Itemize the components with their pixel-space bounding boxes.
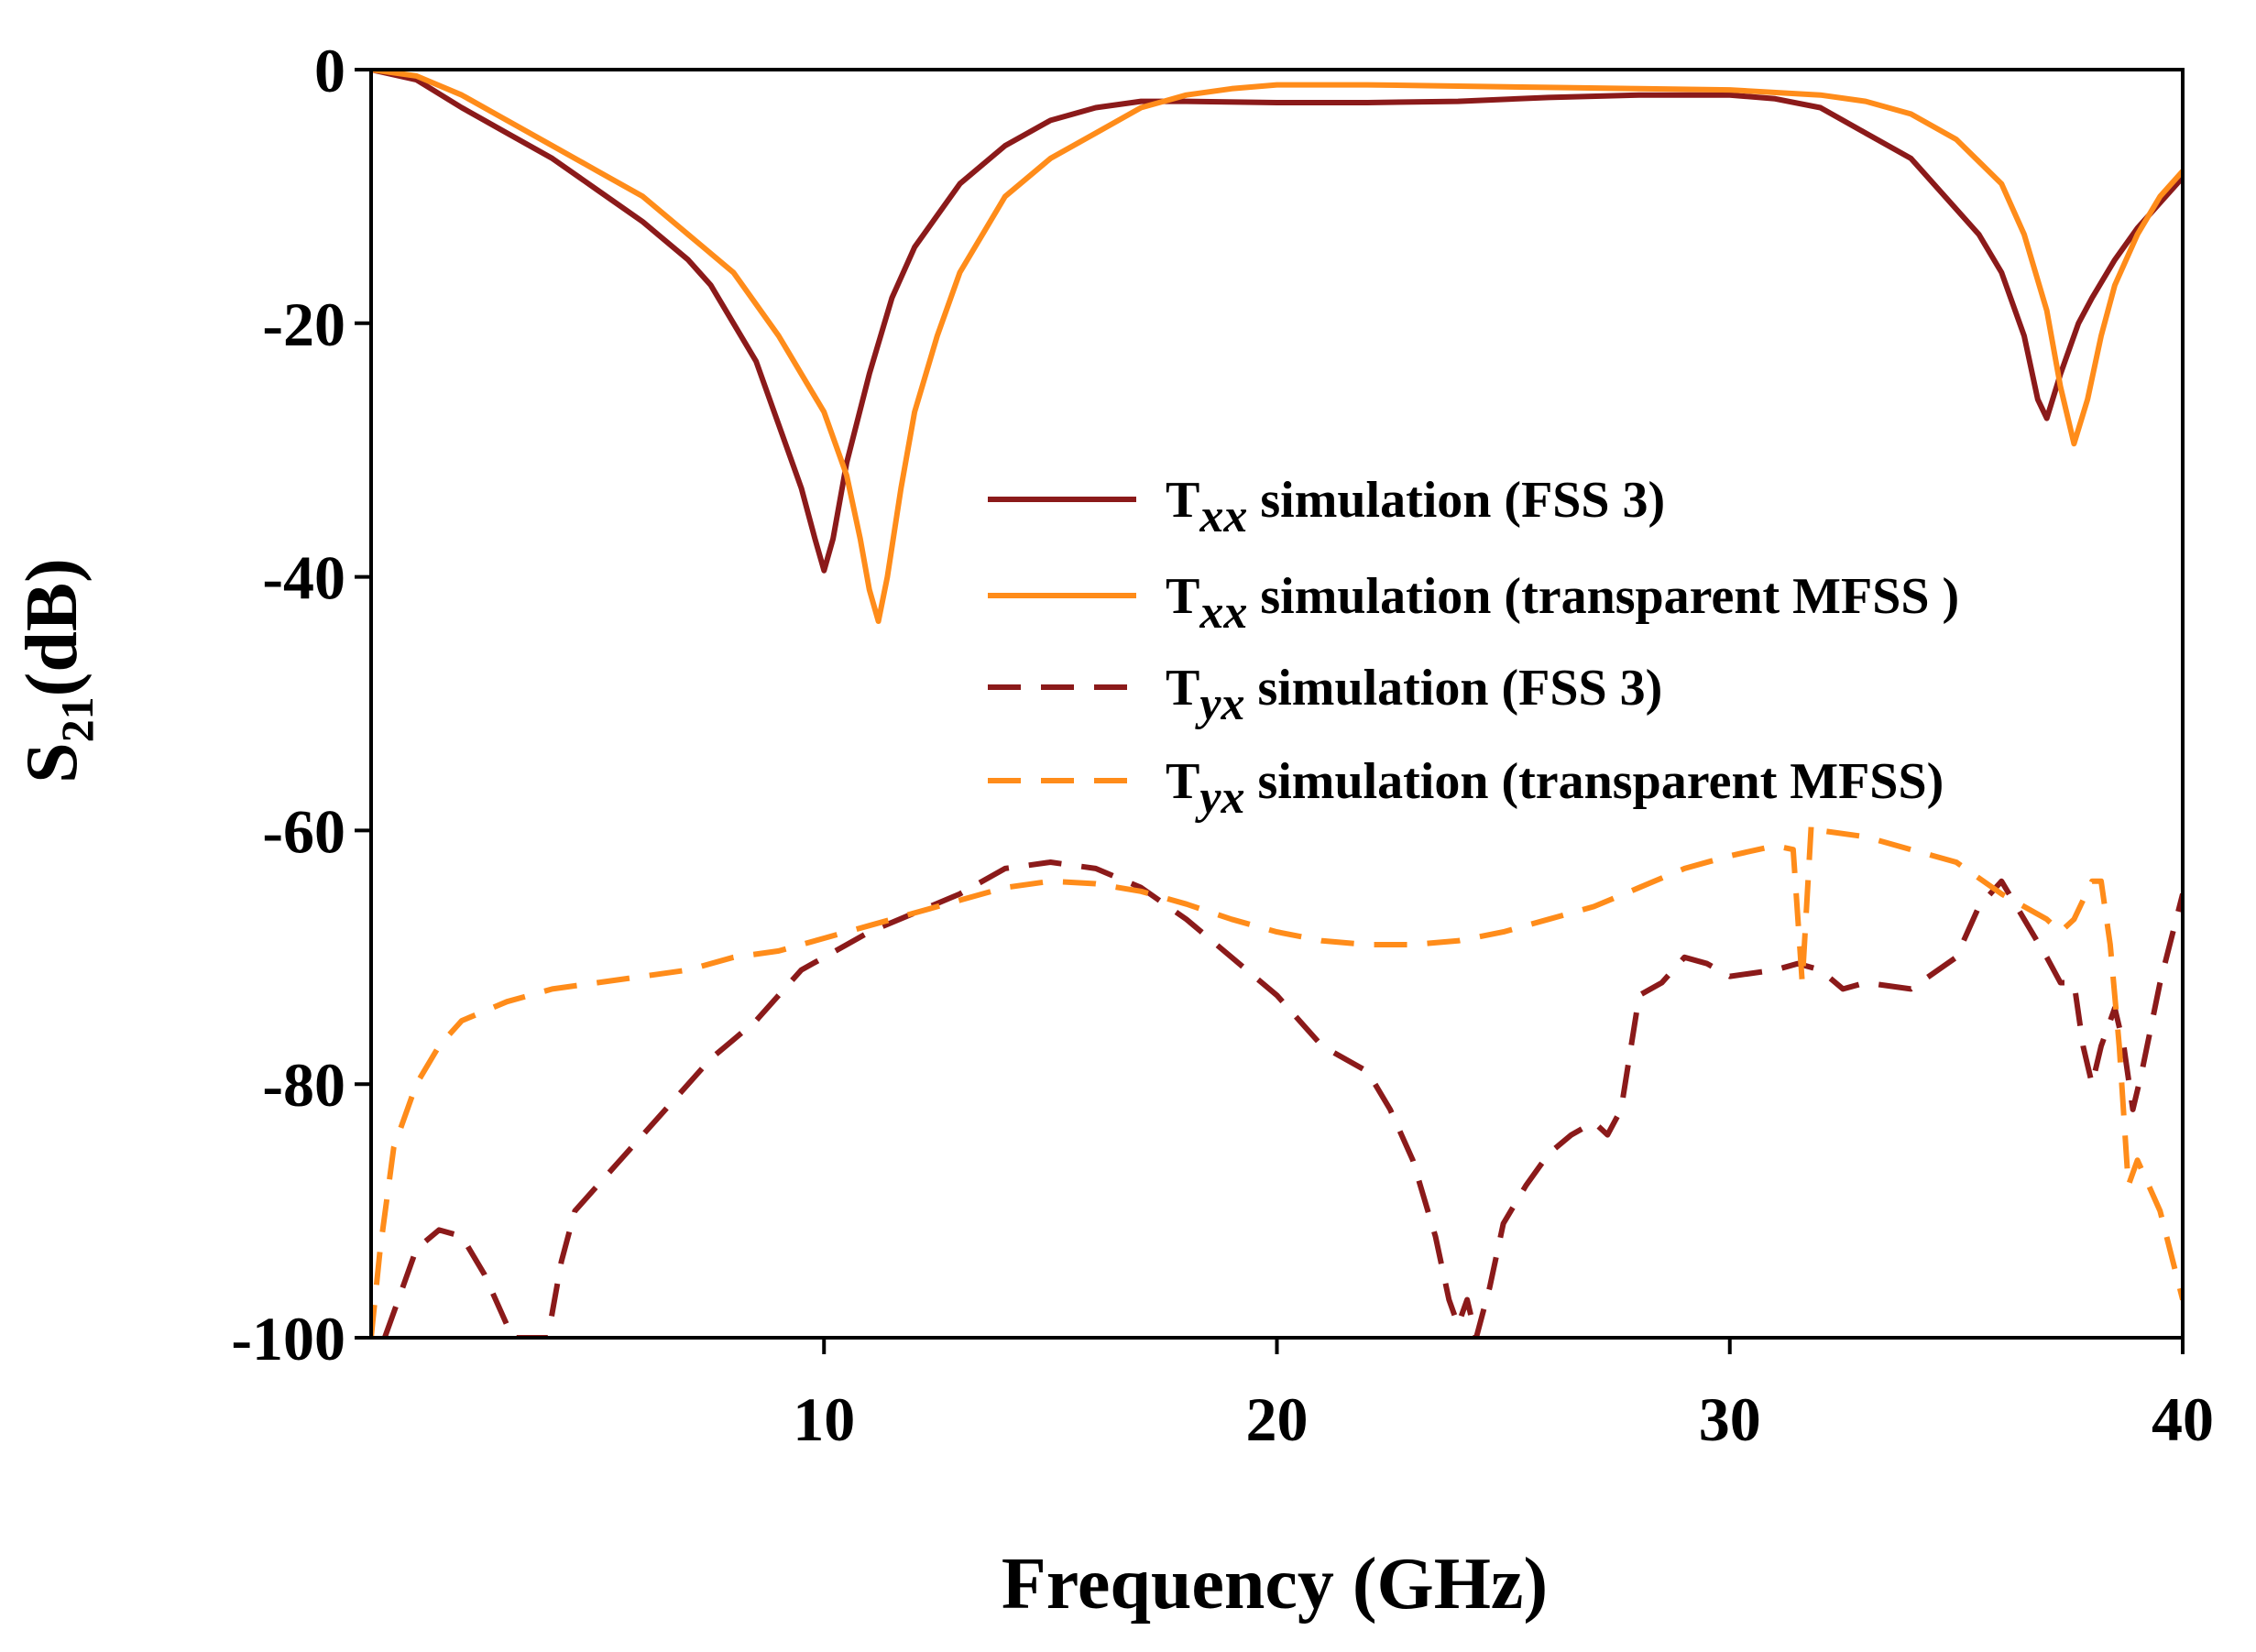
x-tick-label: 30 xyxy=(1699,1384,1761,1454)
legend-label: Tyx simulation (FSS 3) xyxy=(1166,660,1662,730)
plot-lines xyxy=(371,68,2183,1340)
y-axis-title-sub: 21 xyxy=(51,696,103,742)
series-line xyxy=(371,821,2183,1339)
x-axis: 10 20 30 40 xyxy=(793,1338,2214,1454)
legend-label: Tyx simulation (transparent MFSS) xyxy=(1166,753,1944,824)
y-axis: 0 -20 -40 -60 -80 -100 xyxy=(231,36,371,1373)
y-axis-title-unit: (dB) xyxy=(12,558,93,696)
y-axis-title: S21(dB) xyxy=(12,558,103,783)
y-tick-label: -100 xyxy=(231,1304,345,1373)
y-tick-label: 0 xyxy=(314,36,345,105)
y-tick-label: -40 xyxy=(262,543,345,613)
x-axis-title: Frequency (GHz) xyxy=(1002,1544,1548,1625)
series-line xyxy=(371,68,2183,624)
y-tick-label: -80 xyxy=(262,1050,345,1120)
x-tick-label: 40 xyxy=(2152,1384,2214,1454)
legend: Txx simulation (FSS 3) Txx simulation (tr… xyxy=(988,472,1959,824)
x-tick-label: 10 xyxy=(793,1384,855,1454)
legend-label: Txx simulation (transparent MFSS ) xyxy=(1166,568,1959,639)
legend-label: Txx simulation (FSS 3) xyxy=(1166,472,1665,542)
y-tick-label: -60 xyxy=(262,796,345,866)
series-line xyxy=(371,68,2183,574)
y-axis-title-main: S xyxy=(12,742,93,783)
x-tick-label: 20 xyxy=(1246,1384,1309,1454)
series-line xyxy=(381,859,2183,1340)
y-tick-label: -20 xyxy=(262,290,345,359)
